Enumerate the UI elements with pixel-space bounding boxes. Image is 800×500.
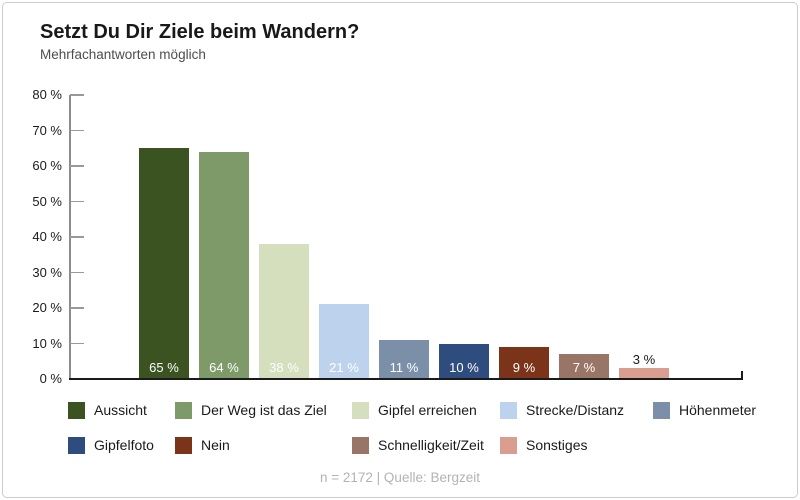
bar-value-label: 10 %: [449, 360, 479, 375]
y-axis-tick: [70, 94, 84, 96]
legend-label: Höhenmeter: [679, 402, 757, 418]
bar-value-label: 9 %: [512, 360, 536, 375]
bar-strecke-distanz: [319, 304, 369, 379]
x-axis-end-tick: [741, 371, 743, 379]
y-axis-tick: [70, 165, 84, 167]
x-axis-line: [69, 378, 743, 380]
legend-swatch: [175, 436, 192, 454]
y-axis-label: 60 %: [32, 158, 62, 173]
legend-item-der-weg-ist-das-ziel: Der Weg ist das Ziel: [175, 401, 327, 419]
bar-der-weg-ist-das-ziel: [199, 151, 249, 379]
y-axis-label: 0 %: [39, 371, 62, 386]
bar-gipfel-erreichen: [259, 244, 309, 379]
source-note: n = 2172 | Quelle: Bergzeit: [320, 470, 480, 485]
legend-item-gipfel-erreichen: Gipfel erreichen: [352, 401, 477, 419]
y-axis-label: 70 %: [32, 122, 62, 138]
y-axis-tick: [70, 236, 84, 238]
y-axis-label: 50 %: [32, 193, 62, 209]
y-axis-tick: [70, 271, 84, 274]
legend-swatch: [500, 401, 517, 419]
y-axis-tick: [70, 342, 84, 345]
y-axis-line: [69, 95, 71, 379]
legend-swatch: [500, 436, 517, 454]
bar-value-label: 11 %: [389, 360, 419, 375]
legend-item-aussicht: Aussicht: [68, 401, 147, 419]
y-axis-label: 10 %: [32, 335, 62, 351]
legend-label: Strecke/Distanz: [526, 402, 625, 418]
bar-value-label: 38 %: [269, 360, 299, 375]
legend-swatch: [175, 401, 192, 419]
legend-swatch: [653, 401, 670, 419]
legend-label: Schnelligkeit/Zeit: [378, 437, 484, 453]
y-axis-label: 20 %: [32, 300, 62, 315]
bar-value-label: 7 %: [572, 360, 596, 375]
legend-label: Gipfelfoto: [94, 437, 154, 453]
bar-value-label: 21 %: [329, 360, 359, 375]
y-axis-label: 30 %: [32, 264, 62, 280]
legend-swatch: [68, 401, 85, 419]
bar-sonstiges: [619, 368, 669, 379]
chart-title: Setzt Du Dir Ziele beim Wandern?: [40, 21, 360, 43]
legend-item-sonstiges: Sonstiges: [500, 436, 587, 454]
legend-label: Nein: [201, 437, 230, 453]
bar-gipfelfoto: [439, 343, 489, 379]
y-axis-tick: [70, 129, 84, 132]
legend-swatch: [68, 436, 85, 454]
bar-nein: [499, 347, 549, 379]
legend-item-strecke-distanz: Strecke/Distanz: [500, 401, 624, 419]
y-axis-tick: [70, 307, 84, 309]
legend-label: Aussicht: [94, 402, 147, 418]
bar-value-label: 3 %: [632, 352, 656, 368]
bar-aussicht: [139, 148, 189, 379]
legend-label: Gipfel erreichen: [378, 402, 477, 418]
legend-item-gipfelfoto: Gipfelfoto: [68, 436, 154, 454]
y-axis-label: 40 %: [32, 229, 62, 244]
legend-label: Sonstiges: [526, 437, 588, 453]
bar-schnelligkeit-zeit: [559, 354, 609, 379]
bar-value-label: 65 %: [149, 360, 179, 375]
legend-item-nein: Nein: [175, 436, 230, 454]
legend-swatch: [352, 401, 369, 419]
legend-swatch: [352, 436, 369, 454]
y-axis-label: 80 %: [32, 87, 62, 102]
bar-höhenmeter: [379, 339, 429, 379]
legend-label: Der Weg ist das Ziel: [201, 402, 327, 418]
legend-item-höhenmeter: Höhenmeter: [653, 401, 756, 419]
chart-subtitle: Mehrfachantworten möglich: [40, 47, 206, 62]
bar-value-label: 64 %: [209, 360, 239, 375]
y-axis-tick: [70, 200, 84, 203]
legend-item-schnelligkeit-zeit: Schnelligkeit/Zeit: [352, 436, 484, 454]
